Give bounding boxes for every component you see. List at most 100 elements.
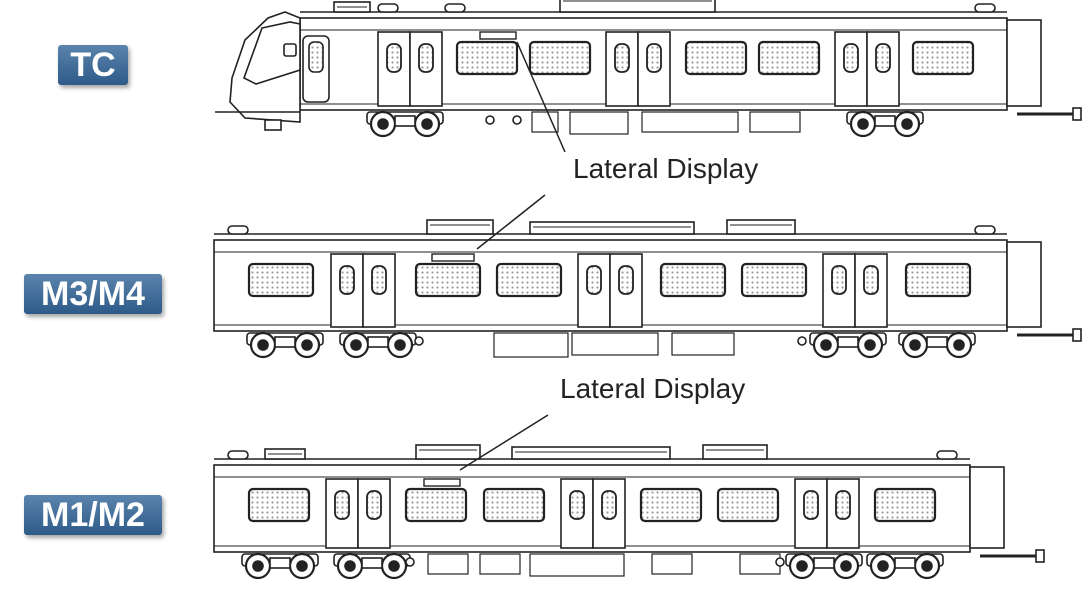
detail-bolt [797,336,807,346]
wheel-hub [857,118,869,130]
roof-equipment [559,0,716,13]
detail-bolt [775,557,785,567]
underfloor-equipment [671,332,735,356]
roof-dome [227,450,249,460]
bogie-center [894,557,916,569]
car-label-m3m4: M3/M4 [24,274,162,314]
window [873,487,937,523]
wheel-hub [796,560,808,572]
window [455,40,519,76]
roof-dome [444,3,466,13]
detail-bolt [485,115,495,125]
roof-equipment [726,219,796,235]
roof-dome [227,225,249,235]
roof-dome [974,3,996,13]
door-window [618,265,634,295]
underfloor-equipment [651,553,693,575]
wheel-hub [901,118,913,130]
car-tc [299,0,1082,138]
underfloor-equipment [427,553,469,575]
underfloor-equipment [749,111,801,133]
underfloor-equipment [641,111,739,133]
wheel-hub [377,118,389,130]
door-window [863,265,879,295]
gangway [969,466,1005,549]
bogie-center [926,336,948,348]
window [414,262,482,298]
underfloor-equipment [739,553,781,575]
wheel-hub [820,339,832,351]
detail-bolt [405,557,415,567]
underfloor-equipment [529,553,625,577]
lateral-display-callout-2: Lateral Display [560,373,746,404]
door-window [366,490,382,520]
bogie-center [874,115,896,127]
pointer-line-2 [476,194,546,250]
window [404,487,468,523]
window [740,262,808,298]
cab-coupler [264,119,282,131]
roof-dome [936,450,958,460]
window [495,262,563,298]
underfloor-equipment [569,111,629,135]
bogie-center [361,557,383,569]
pointer-line-3 [459,414,549,471]
pointer-line-1 [516,41,566,153]
door-window [418,43,434,73]
roof-equipment [529,221,695,235]
window [911,40,975,76]
gangway [1006,241,1042,328]
wheel-hub [350,339,362,351]
coupler-head [1072,328,1082,342]
cab-windscreen [243,21,301,85]
door-window [586,265,602,295]
door-window [371,265,387,295]
window [482,487,546,523]
detail-bolt [512,115,522,125]
window [904,262,972,298]
window [716,487,780,523]
car-label-m1m2: M1/M2 [24,495,162,535]
roof-equipment [415,444,481,460]
door-window [601,490,617,520]
window [659,262,727,298]
bogie-center [274,336,296,348]
door-window [334,490,350,520]
driver-cab [215,11,330,131]
wheel-hub [421,118,433,130]
underfloor-equipment [531,111,559,133]
door-window [843,43,859,73]
window [684,40,748,76]
roof-dome [974,225,996,235]
bogie-center [394,115,416,127]
car-label-tc: TC [58,45,128,85]
wheel-hub [257,339,269,351]
wheel-hub [921,560,933,572]
roof-equipment [702,444,768,460]
coupler-head [1035,549,1045,563]
wheel-hub [909,339,921,351]
wheel-hub [394,339,406,351]
roof-dome [377,3,399,13]
gangway [1006,19,1042,107]
wheel-hub [864,339,876,351]
bogie-center [269,557,291,569]
bogie-center [813,557,835,569]
window [757,40,821,76]
wheel-hub [301,339,313,351]
cab-door-window [308,41,324,73]
roof-equipment [511,446,671,460]
car-m1m2 [213,444,1045,580]
door-window [339,265,355,295]
wheel-hub [252,560,264,572]
car-m3m4 [213,219,1082,359]
lateral-display-callout-1: Lateral Display [573,153,759,184]
wheel-hub [877,560,889,572]
bogie-center [837,336,859,348]
wheel-hub [388,560,400,572]
door-window [386,43,402,73]
underfloor-equipment [571,332,659,356]
roof-equipment [426,219,494,235]
underfloor-equipment [479,553,521,575]
